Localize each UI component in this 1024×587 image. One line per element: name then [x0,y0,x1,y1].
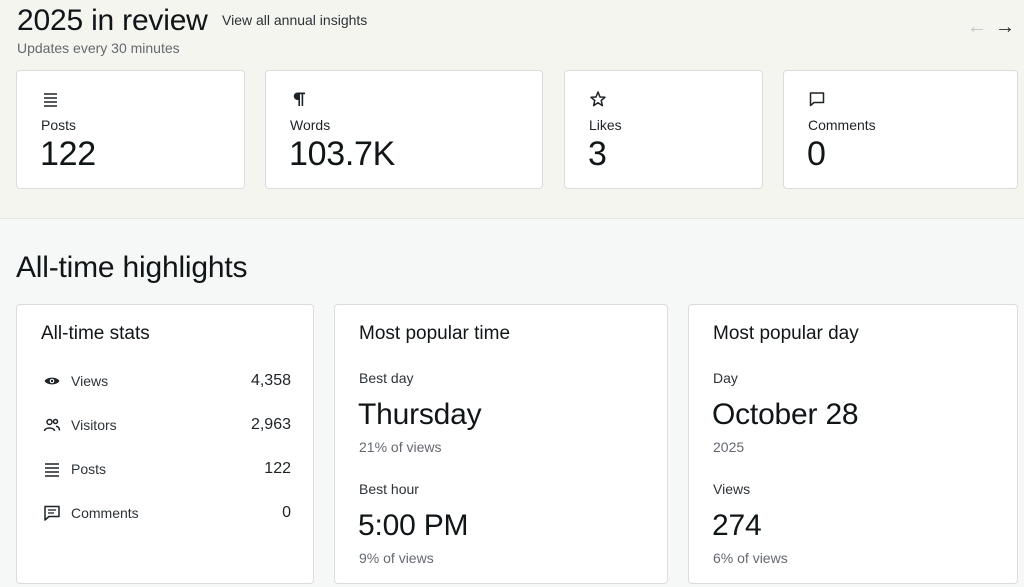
page-title: 2025 in review [17,4,208,37]
day-label: Day [713,370,738,386]
best-hour-note: 9% of views [359,550,434,566]
row-value: 122 [264,460,291,477]
best-day-note: 21% of views [359,439,442,455]
all-time-stats-card: All-time stats Views 4,358 Visitors 2,96… [16,304,314,584]
row-value: 2,963 [250,416,291,433]
stat-card-posts: Posts 122 [16,70,245,189]
view-annual-insights-link[interactable]: View all annual insights [222,12,368,28]
day-year-note: 2025 [713,439,745,455]
stat-card-comments: Comments 0 [783,70,1018,189]
best-hour-label: Best hour [359,481,419,497]
comment-icon [808,90,826,108]
stat-value: 103.7K [289,135,395,173]
next-arrow-icon[interactable]: → [995,15,1015,38]
card-title: All-time stats [41,323,150,344]
views-label: Views [713,481,751,497]
stat-label: Words [290,117,331,133]
card-title: Most popular time [359,323,511,344]
stat-row-comments: Comments 0 [41,502,291,524]
row-label: Posts [71,461,107,477]
row-value: 4,358 [250,372,291,389]
stat-label: Likes [589,117,622,133]
stat-value: 3 [588,135,607,173]
day-value: October 28 [712,398,859,431]
year-in-review-section: 2025 in review View all annual insights … [0,0,1024,219]
update-frequency-text: Updates every 30 minutes [17,40,180,56]
stat-row-visitors: Visitors 2,963 [41,414,291,436]
section-title: All-time highlights [16,251,248,284]
views-note: 6% of views [713,550,788,566]
most-popular-time-card: Most popular time Best day Thursday 21% … [334,304,668,584]
best-day-label: Best day [359,370,414,386]
stat-card-likes: Likes 3 [564,70,763,189]
card-title: Most popular day [713,323,859,344]
row-label: Visitors [71,417,117,433]
eye-icon [43,372,61,390]
people-icon [43,416,61,434]
stat-label: Posts [41,117,77,133]
row-label: Comments [71,505,139,521]
star-icon [589,90,607,108]
stat-value: 0 [807,135,826,173]
stat-label: Comments [808,117,876,133]
stat-value: 122 [40,135,96,173]
previous-arrow-icon[interactable]: ← [967,15,987,38]
row-label: Views [71,373,109,389]
pilcrow-icon [290,90,308,108]
comment-icon [43,504,61,522]
row-value: 0 [282,504,291,521]
views-value: 274 [712,509,762,542]
posts-list-icon [43,460,61,478]
best-hour-value: 5:00 PM [358,509,469,542]
stat-row-posts: Posts 122 [41,458,291,480]
most-popular-day-card: Most popular day Day October 28 2025 Vie… [688,304,1018,584]
stat-row-views: Views 4,358 [41,370,291,392]
stat-card-words: Words 103.7K [265,70,543,189]
best-day-value: Thursday [358,398,482,431]
posts-list-icon [41,90,59,108]
